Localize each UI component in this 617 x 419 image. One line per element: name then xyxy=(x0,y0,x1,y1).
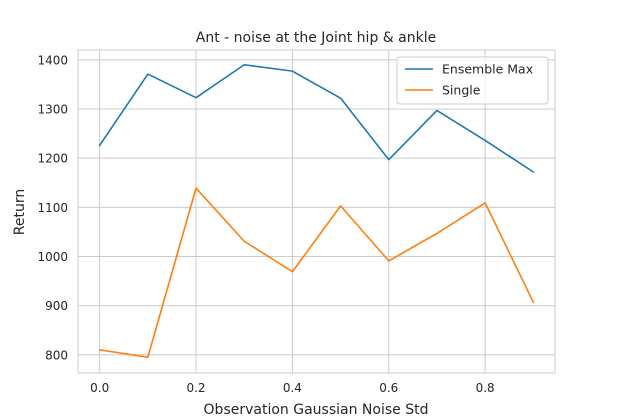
x-tick-labels: 0.0 0.2 0.4 0.6 0.8 xyxy=(90,381,495,395)
x-tick-label: 0.8 xyxy=(476,381,495,395)
y-axis-label: Return xyxy=(12,189,28,235)
x-tick-label: 0.2 xyxy=(186,381,205,395)
x-tick-label: 0.0 xyxy=(90,381,109,395)
legend-label: Ensemble Max xyxy=(442,62,533,77)
y-tick-label: 800 xyxy=(45,348,68,362)
x-tick-label: 0.4 xyxy=(283,381,302,395)
legend-label: Single xyxy=(442,83,481,98)
y-tick-label: 900 xyxy=(45,299,68,313)
grid xyxy=(78,50,555,373)
y-tick-label: 1400 xyxy=(37,53,68,67)
series-lines xyxy=(98,63,535,359)
legend: Ensemble Max Single xyxy=(396,56,549,105)
x-tick-label: 0.6 xyxy=(379,381,398,395)
y-tick-label: 1000 xyxy=(37,250,68,264)
y-tick-labels: 800 900 1000 1100 1200 1300 1400 xyxy=(37,53,68,362)
x-axis-label: Observation Gaussian Noise Std xyxy=(204,402,429,418)
y-tick-label: 1100 xyxy=(37,201,68,215)
legend-box xyxy=(396,56,549,105)
plot-frame xyxy=(77,49,556,374)
y-tick-label: 1200 xyxy=(37,152,68,166)
series-line-2 xyxy=(98,187,535,359)
series-line-1 xyxy=(98,63,535,174)
chart-title: Ant - noise at the Joint hip & ankle xyxy=(196,30,436,46)
y-tick-label: 1300 xyxy=(37,102,68,116)
